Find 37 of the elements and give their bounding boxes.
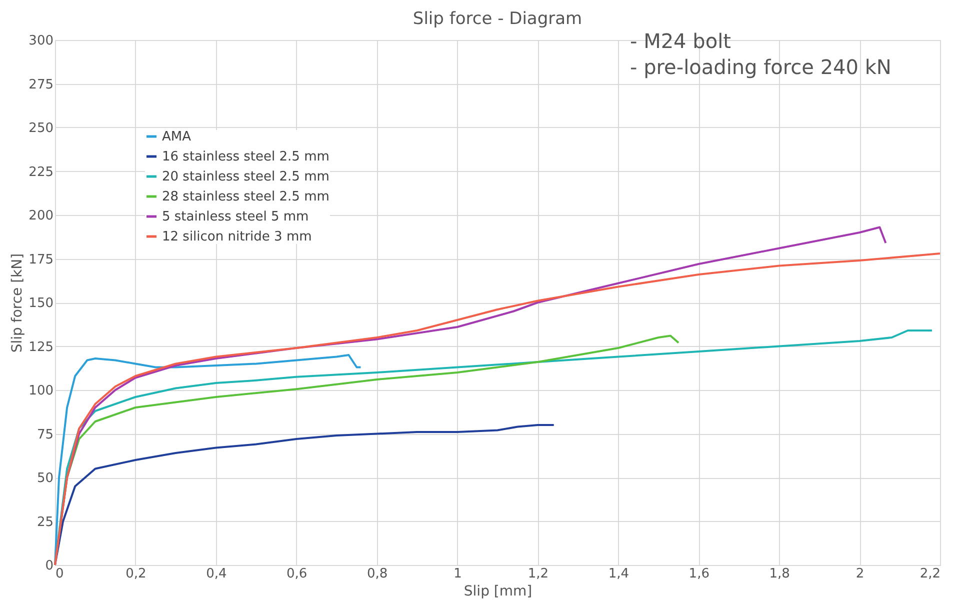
legend-label: 16 stainless steel 2.5 mm	[162, 150, 330, 164]
legend-label: 5 stainless steel 5 mm	[162, 210, 309, 224]
line-series	[54, 424, 555, 566]
y-tick-label: 125	[28, 340, 54, 355]
legend-label: AMA	[162, 130, 192, 144]
y-axis-title: Slip force [kN]	[10, 253, 26, 353]
x-tick-label: 1,6	[688, 566, 710, 582]
y-tick-label: 175	[28, 252, 54, 268]
x-tick-label: 1,2	[528, 566, 549, 582]
y-tick-label: 25	[36, 514, 54, 530]
x-tick-label: 1,4	[608, 566, 630, 582]
x-axis-title: Slip [mm]	[464, 584, 532, 600]
x-tick-label: 0,2	[126, 566, 146, 582]
y-tick-label: 50	[36, 471, 54, 486]
y-tick-label: 150	[28, 296, 54, 311]
legend-label: 20 stainless steel 2.5 mm	[162, 170, 330, 184]
legend-label: 12 silicon nitride 3 mm	[162, 230, 312, 244]
x-tick-label: 1,8	[769, 566, 790, 582]
y-tick-label: 225	[28, 164, 54, 180]
y-tick-label: 300	[28, 34, 54, 48]
annotation: - pre-loading force 240 kN	[630, 55, 892, 79]
y-tick-label: 250	[28, 121, 54, 136]
y-tick-label: 200	[28, 208, 54, 224]
line-series	[54, 354, 362, 566]
x-tick-label: 2	[856, 566, 864, 582]
x-tick-label: 0	[56, 566, 64, 582]
annotation: - M24 bolt	[630, 29, 732, 53]
chart-title: Slip force - Diagram	[412, 9, 582, 29]
y-tick-label: 75	[36, 427, 54, 442]
x-tick-label: 2,2	[920, 566, 940, 582]
x-tick-label: 0,8	[366, 566, 388, 582]
y-tick-label: 100	[28, 384, 54, 398]
x-tick-label: 0,4	[206, 566, 227, 582]
x-tick-label: 1	[454, 566, 462, 582]
y-tick-label: 275	[28, 77, 54, 92]
legend-label: 28 stainless steel 2.5 mm	[162, 190, 330, 204]
x-tick-label: 0,6	[286, 566, 308, 582]
